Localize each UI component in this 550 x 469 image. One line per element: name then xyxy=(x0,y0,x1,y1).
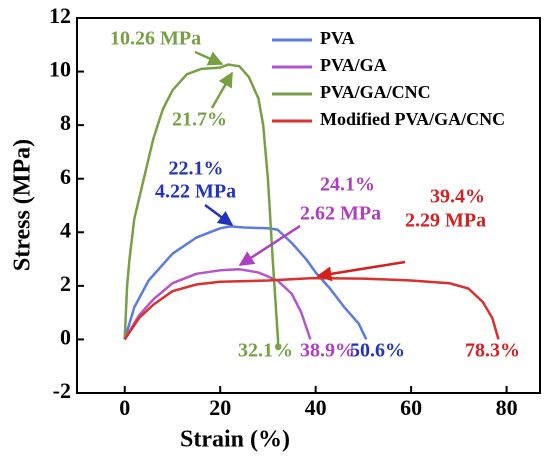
y-tick-label: 2 xyxy=(60,271,71,296)
y-axis-label: Stress (MPa) xyxy=(10,139,36,271)
plot-frame xyxy=(76,17,541,394)
y-tick-label: 12 xyxy=(49,3,71,28)
x-axis-label: Strain (%) xyxy=(180,427,290,453)
series-line xyxy=(123,276,500,341)
y-tick-label: 10 xyxy=(49,57,71,82)
x-tick-label: 40 xyxy=(305,395,327,420)
annotation-arrow xyxy=(210,71,234,109)
legend-label: PVA xyxy=(320,28,355,48)
x-tick-label: 20 xyxy=(209,395,231,420)
annotation-arrow xyxy=(316,260,406,282)
annotation: 39.4% xyxy=(430,186,485,208)
y-tick-label: 8 xyxy=(60,110,71,135)
annotation: 24.1% xyxy=(320,174,375,196)
annotation-arrow xyxy=(204,203,234,227)
annotation: 2.29 MPa xyxy=(405,210,486,232)
annotation-arrow xyxy=(194,50,224,66)
legend-label: PVA/GA/CNC xyxy=(320,82,431,102)
annotation: 78.3% xyxy=(465,340,520,362)
y-tick-label: 4 xyxy=(60,217,71,242)
legend-label: PVA/GA xyxy=(320,55,387,75)
series-line xyxy=(123,268,312,341)
x-tick-label: 0 xyxy=(119,395,130,420)
annotation: 10.26 MPa xyxy=(110,28,201,50)
annotation: 4.22 MPa xyxy=(155,181,236,203)
series-line xyxy=(123,225,368,340)
annotation: 32.1% xyxy=(238,340,293,362)
y-tick-label: -2 xyxy=(53,378,71,403)
y-tick-label: 0 xyxy=(60,324,71,349)
series-line xyxy=(123,63,280,351)
x-tick-label: 80 xyxy=(496,395,518,420)
annotation: 22.1% xyxy=(169,158,224,180)
x-tick-label: 60 xyxy=(400,395,422,420)
annotation: 50.6% xyxy=(350,340,405,362)
y-tick-label: 6 xyxy=(60,164,71,189)
annotation: 21.7% xyxy=(172,109,227,131)
annotation-arrow xyxy=(238,224,301,267)
annotation: 2.62 MPa xyxy=(300,203,381,225)
legend-label: Modified PVA/GA/CNC xyxy=(320,109,505,129)
annotation: 38.9% xyxy=(300,340,355,362)
